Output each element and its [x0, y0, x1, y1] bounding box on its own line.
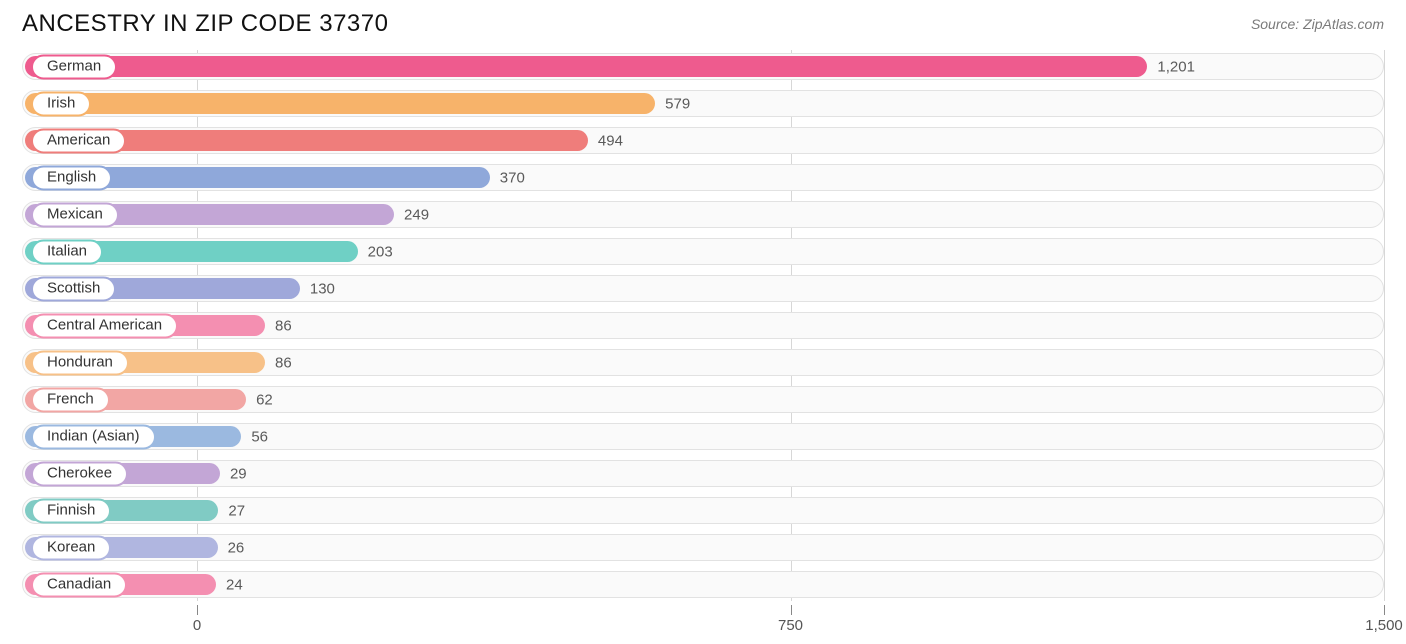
bar-value-label: 62 [256, 391, 273, 408]
bar-label-pill: American [31, 128, 126, 153]
bar-track [22, 534, 1384, 561]
axis-tick [791, 605, 792, 615]
bar-value-label: 370 [500, 169, 525, 186]
bar-value-label: 26 [228, 539, 245, 556]
bar-row: French 62 [22, 383, 1384, 416]
bar-label-pill: Honduran [31, 350, 129, 375]
bar-label-pill: Korean [31, 535, 111, 560]
bar-label-pill: Italian [31, 239, 103, 264]
bar-label-pill: Cherokee [31, 461, 128, 486]
x-axis: 07501,500 [22, 605, 1384, 639]
bar-row: Italian 203 [22, 235, 1384, 268]
bar-label-pill: Central American [31, 313, 178, 338]
bar-row: Korean 26 [22, 531, 1384, 564]
bar-row: Honduran 86 [22, 346, 1384, 379]
axis-tick-label: 0 [193, 617, 201, 634]
gridline [1384, 50, 1385, 601]
bar-value-label: 56 [251, 428, 268, 445]
bar-value-label: 1,201 [1157, 58, 1195, 75]
axis-tick-label: 750 [778, 617, 803, 634]
bar-row: English 370 [22, 161, 1384, 194]
bar-row: German 1,201 [22, 50, 1384, 83]
bar-label-pill: English [31, 165, 112, 190]
bar-label-pill: Irish [31, 91, 91, 116]
bar-row: Irish 579 [22, 87, 1384, 120]
bar-row: Scottish 130 [22, 272, 1384, 305]
bar-fill [25, 93, 655, 114]
bar-row: Mexican 249 [22, 198, 1384, 231]
bar-row: Central American 86 [22, 309, 1384, 342]
bar-track [22, 460, 1384, 487]
plot-area: German 1,201 Irish 579 American 494 English 370… [22, 50, 1384, 601]
bar-label-pill: Indian (Asian) [31, 424, 156, 449]
bar-label-pill: Canadian [31, 572, 127, 597]
bar-value-label: 86 [275, 354, 292, 371]
chart-header: ANCESTRY IN ZIP CODE 37370 Source: ZipAt… [0, 0, 1406, 46]
bar-value-label: 494 [598, 132, 623, 149]
bar-row: Cherokee 29 [22, 457, 1384, 490]
bar-row: Finnish 27 [22, 494, 1384, 527]
axis-tick [197, 605, 198, 615]
bar-value-label: 249 [404, 206, 429, 223]
bar-label-pill: Finnish [31, 498, 111, 523]
bar-value-label: 86 [275, 317, 292, 334]
bar-label-pill: French [31, 387, 110, 412]
bar-value-label: 24 [226, 576, 243, 593]
bar-value-label: 27 [228, 502, 245, 519]
bar-label-pill: Scottish [31, 276, 116, 301]
bar-track [22, 497, 1384, 524]
axis-tick [1384, 605, 1385, 615]
axis-tick-label: 1,500 [1365, 617, 1403, 634]
bar-row: Indian (Asian) 56 [22, 420, 1384, 453]
bar-row: American 494 [22, 124, 1384, 157]
bar-label-pill: German [31, 54, 117, 79]
bar-value-label: 203 [368, 243, 393, 260]
chart-title: ANCESTRY IN ZIP CODE 37370 [22, 10, 388, 38]
chart-source: Source: ZipAtlas.com [1251, 16, 1384, 32]
bar-value-label: 29 [230, 465, 247, 482]
chart-area: German 1,201 Irish 579 American 494 English 370… [0, 46, 1406, 639]
bar-fill [25, 56, 1147, 77]
bar-value-label: 130 [310, 280, 335, 297]
bar-row: Canadian 24 [22, 568, 1384, 601]
bar-value-label: 579 [665, 95, 690, 112]
bar-label-pill: Mexican [31, 202, 119, 227]
